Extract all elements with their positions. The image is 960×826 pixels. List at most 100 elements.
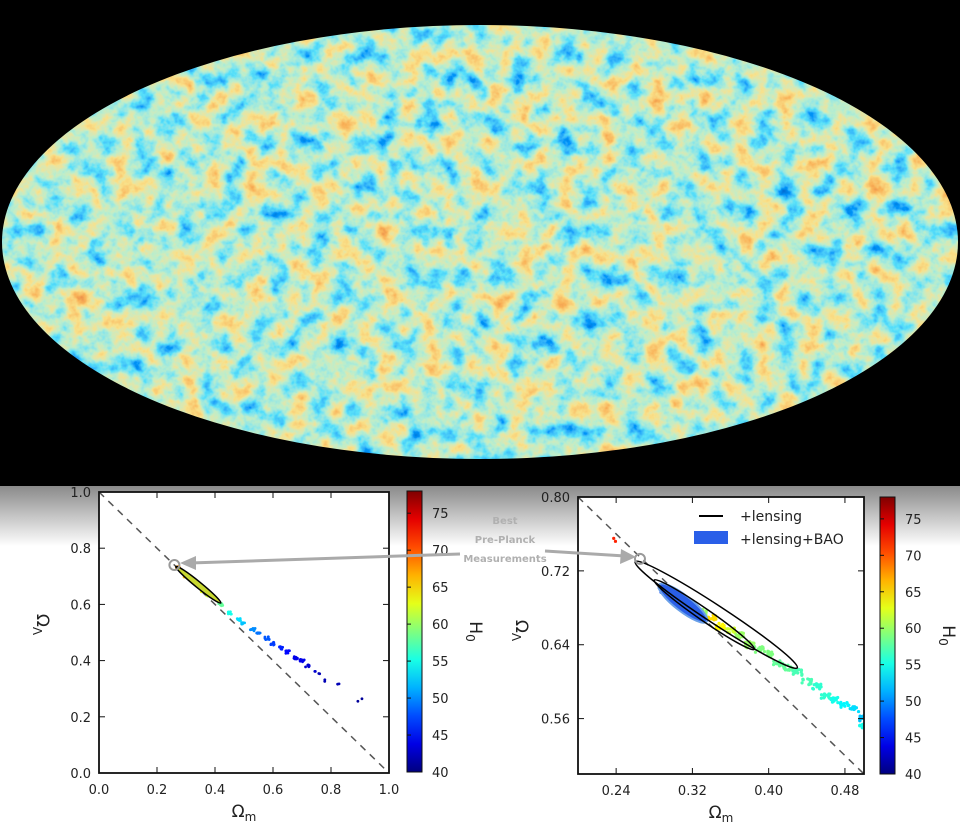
x-axis-label: Ωm	[709, 803, 734, 825]
scatter-point	[317, 672, 321, 675]
scatter-point	[839, 702, 843, 706]
scatter-point	[836, 701, 840, 705]
scatter-point	[771, 663, 776, 667]
scatter-point	[240, 622, 244, 626]
scatter-point	[756, 647, 761, 651]
best-pre-planck-marker	[633, 552, 646, 565]
scatter-point	[858, 724, 862, 728]
scatter-point	[832, 697, 836, 701]
colorbar-tick-label: 50	[905, 695, 922, 710]
best-pre-planck-marker	[168, 559, 181, 572]
scatter-point	[795, 668, 799, 672]
scatter-point	[858, 719, 862, 723]
scatter-point	[279, 645, 283, 649]
scatter-point	[759, 648, 763, 652]
plot-content	[99, 492, 389, 773]
left-plot: 0.0 0.2 0.4 0.6 0.8 1.0 0.0 0.2 0.4 0.6 0.8 1.0 Ωm ΩΛ…	[30, 486, 485, 824]
colorbar-label: H0	[463, 621, 485, 641]
scatter-point	[243, 621, 246, 625]
scatter-point	[753, 650, 758, 654]
x-tick-label: 0.4	[205, 783, 226, 798]
x-tick-label: 0.8	[321, 783, 342, 798]
scatter-point	[253, 626, 257, 630]
y-axis-label-sub: Λ	[509, 633, 523, 642]
scatter-point	[800, 681, 804, 685]
scatter-point	[731, 630, 736, 634]
y-tick-label: 0.0	[70, 767, 91, 782]
right-plot: 0.24 0.32 0.40 0.48 0.56 0.64 0.72 0.80 Ωm ΩΛ 40 45…	[509, 491, 958, 825]
scatter-point	[704, 609, 708, 613]
scatter-point	[337, 682, 341, 686]
scatter-point	[286, 650, 289, 654]
scatter-point	[760, 645, 764, 649]
cmb-map-svg	[2, 25, 958, 459]
plot-content	[578, 497, 870, 774]
scatter-point	[867, 724, 870, 727]
scatter-point	[848, 707, 852, 711]
scatter-point	[612, 536, 616, 540]
plot-frame	[577, 496, 865, 775]
scatter-point	[865, 724, 868, 727]
scatter-point	[860, 726, 864, 730]
flat-universe-dashed-line	[578, 497, 864, 774]
colorbar-tick-label: 75	[432, 507, 449, 522]
x-tick-label: 0.24	[602, 784, 631, 799]
scatter-point	[323, 679, 327, 683]
x-tick-label: 1.0	[379, 783, 400, 798]
scatter-point	[836, 695, 840, 700]
y-tick-label: 0.56	[541, 713, 570, 728]
scatter-point	[257, 631, 261, 635]
scatter-point	[728, 627, 732, 631]
scatter-point	[815, 685, 819, 689]
scatter-point	[613, 539, 618, 543]
legend-label: +lensing	[740, 509, 802, 525]
confidence-contour	[175, 565, 222, 604]
scatter-point	[866, 715, 869, 718]
x-tick-label: 0.40	[754, 784, 783, 799]
colorbar-tick-label: 45	[432, 729, 449, 744]
colorbar-tick-label: 55	[905, 659, 922, 674]
scatter-point	[822, 695, 827, 699]
scatter-point	[235, 617, 239, 621]
scatter-point	[843, 704, 847, 708]
scatter-point	[298, 658, 302, 662]
colorbar-tick-label: 65	[905, 586, 922, 601]
scatter-point	[307, 664, 310, 668]
scatter-point	[796, 671, 800, 675]
annotation: Best Pre-Planck Measurements	[180, 516, 636, 570]
scatter-point	[847, 703, 851, 707]
y-axis-label-sub: Λ	[30, 627, 44, 636]
x-axis-label-sub: m	[245, 810, 257, 824]
scatter-point	[751, 641, 756, 645]
scatter-point	[741, 631, 745, 636]
y-axis-label: ΩΛ	[30, 614, 52, 636]
arrow-left	[189, 552, 461, 565]
cmb-fluctuations	[2, 25, 958, 459]
scatter-point	[806, 677, 810, 681]
colorbar-tick-label: 75	[905, 513, 922, 528]
scatter-point	[811, 687, 816, 691]
arrow-left-head	[180, 556, 196, 570]
colorbar	[406, 490, 423, 773]
x-axis-label-sub: m	[722, 811, 734, 825]
legend-swatch-bao	[694, 531, 728, 544]
scatter-point	[799, 668, 803, 672]
scatter-point	[807, 683, 811, 687]
scatter-point	[272, 643, 275, 647]
y-tick-label: 0.6	[70, 598, 91, 613]
scatter-point	[783, 668, 787, 672]
colorbar-tick-label: 65	[432, 581, 449, 596]
plot-frame	[98, 491, 390, 774]
colorbar-tick-label: 70	[905, 549, 922, 564]
annotation-line2: Pre-Planck	[475, 535, 536, 546]
scatter-point	[272, 641, 276, 644]
scatter-point	[360, 697, 364, 701]
scatter-point	[819, 682, 823, 686]
scatter-point	[762, 650, 767, 654]
x-tick-label: 0.32	[678, 784, 707, 799]
y-tick-label: 0.8	[70, 542, 91, 557]
x-tick-label: 0.6	[263, 783, 284, 798]
scatter-point	[263, 635, 267, 639]
y-tick-label: 0.2	[70, 711, 91, 726]
colorbar-tick-label: 60	[905, 622, 922, 637]
